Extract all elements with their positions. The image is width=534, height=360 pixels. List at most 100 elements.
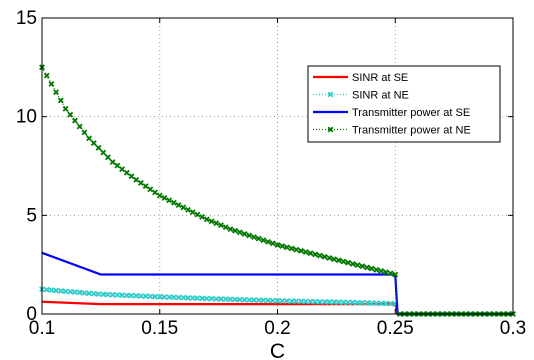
series-marker: [147, 293, 154, 300]
series-marker: [100, 291, 107, 298]
x-tick-label: 0.2: [264, 318, 290, 339]
series-marker: [392, 271, 399, 278]
legend-label: SINR at SE: [352, 72, 408, 84]
series-marker: [364, 300, 370, 306]
series-marker: [114, 162, 121, 169]
series-marker: [326, 299, 333, 305]
series-marker: [213, 295, 220, 302]
series-marker: [241, 296, 248, 303]
series-marker: [349, 299, 356, 306]
y-tick-label: 5: [26, 205, 37, 226]
series-marker: [316, 298, 323, 305]
series-marker: [203, 216, 210, 223]
series-marker: [260, 237, 267, 244]
series-transmitter-power-at-ne: [39, 64, 516, 317]
series-marker: [81, 129, 88, 136]
y-tick-label: 15: [16, 8, 37, 29]
x-tick-label: 0.3: [500, 318, 526, 339]
series-marker: [298, 247, 304, 254]
series-marker: [283, 244, 290, 251]
series-marker: [170, 199, 177, 206]
series-marker: [345, 259, 352, 266]
series-marker: [274, 297, 281, 304]
series-marker: [189, 295, 196, 301]
series-marker: [81, 289, 88, 296]
x-tick-label: 0.25: [377, 318, 414, 339]
series-marker: [95, 291, 102, 298]
x-tick-label: 0.1: [29, 318, 55, 339]
series-marker: [194, 211, 201, 218]
series-marker: [373, 300, 380, 307]
series-marker: [335, 257, 342, 264]
series-marker: [203, 295, 210, 302]
series-marker: [316, 252, 323, 259]
series-marker: [265, 238, 272, 245]
series-marker: [133, 292, 140, 299]
series-marker: [137, 180, 144, 186]
series-marker: [62, 105, 69, 112]
series-marker: [222, 296, 229, 303]
series-marker: [373, 266, 380, 273]
series-marker: [387, 270, 394, 277]
series-marker: [185, 294, 191, 301]
series-marker: [269, 297, 276, 304]
series-marker: [340, 299, 347, 306]
series-marker: [260, 297, 267, 304]
series-marker: [90, 140, 97, 147]
series-marker: [269, 240, 276, 247]
series-marker: [255, 235, 262, 242]
series-marker: [142, 293, 149, 300]
series-marker: [180, 294, 187, 301]
series-marker: [43, 286, 50, 293]
series-marker: [123, 292, 130, 299]
series-marker: [241, 230, 248, 237]
series-marker: [67, 288, 74, 295]
legend-label: Transmitter power at SE: [352, 107, 470, 119]
series-marker: [208, 295, 215, 302]
series-marker: [67, 111, 74, 118]
series-marker: [218, 222, 224, 229]
series-marker: [156, 192, 163, 199]
series-marker: [354, 262, 361, 268]
series-marker: [90, 290, 97, 297]
series-marker: [227, 296, 234, 303]
series-marker: [53, 287, 60, 294]
series-marker: [142, 183, 149, 190]
series-marker: [354, 299, 361, 306]
legend-item-sinr-at-ne: SINR at NE: [313, 90, 409, 102]
legend-item-sinr-at-se: SINR at SE: [313, 72, 408, 84]
series-marker: [298, 298, 304, 305]
series-marker: [133, 176, 140, 183]
series-marker: [293, 246, 300, 253]
series-marker: [302, 298, 309, 305]
series-marker: [364, 264, 370, 271]
legend-marker: [327, 126, 334, 133]
legend-label: SINR at NE: [352, 90, 409, 102]
series-marker: [274, 241, 281, 248]
series-marker: [326, 255, 333, 261]
series-marker: [321, 253, 328, 260]
series-marker: [265, 297, 272, 304]
series-marker: [368, 300, 375, 307]
series-marker: [368, 265, 375, 272]
y-tick-label: 0: [26, 304, 37, 325]
series-marker: [161, 294, 168, 300]
series-marker: [119, 166, 126, 173]
series-marker: [302, 249, 309, 255]
series-marker: [312, 298, 319, 305]
series-marker: [147, 186, 154, 193]
legend-item-transmitter-power-at-ne: Transmitter power at NE: [313, 125, 471, 137]
series-marker: [378, 300, 385, 307]
series-marker: [105, 291, 111, 298]
series-marker: [213, 220, 220, 227]
series-marker: [156, 293, 163, 300]
series-marker: [293, 298, 300, 305]
series-marker: [382, 300, 389, 307]
series-marker: [349, 260, 356, 267]
series-marker: [199, 213, 206, 220]
series-marker: [43, 72, 50, 79]
series-marker: [100, 149, 107, 156]
series-marker: [312, 251, 319, 258]
series-marker: [137, 293, 144, 299]
